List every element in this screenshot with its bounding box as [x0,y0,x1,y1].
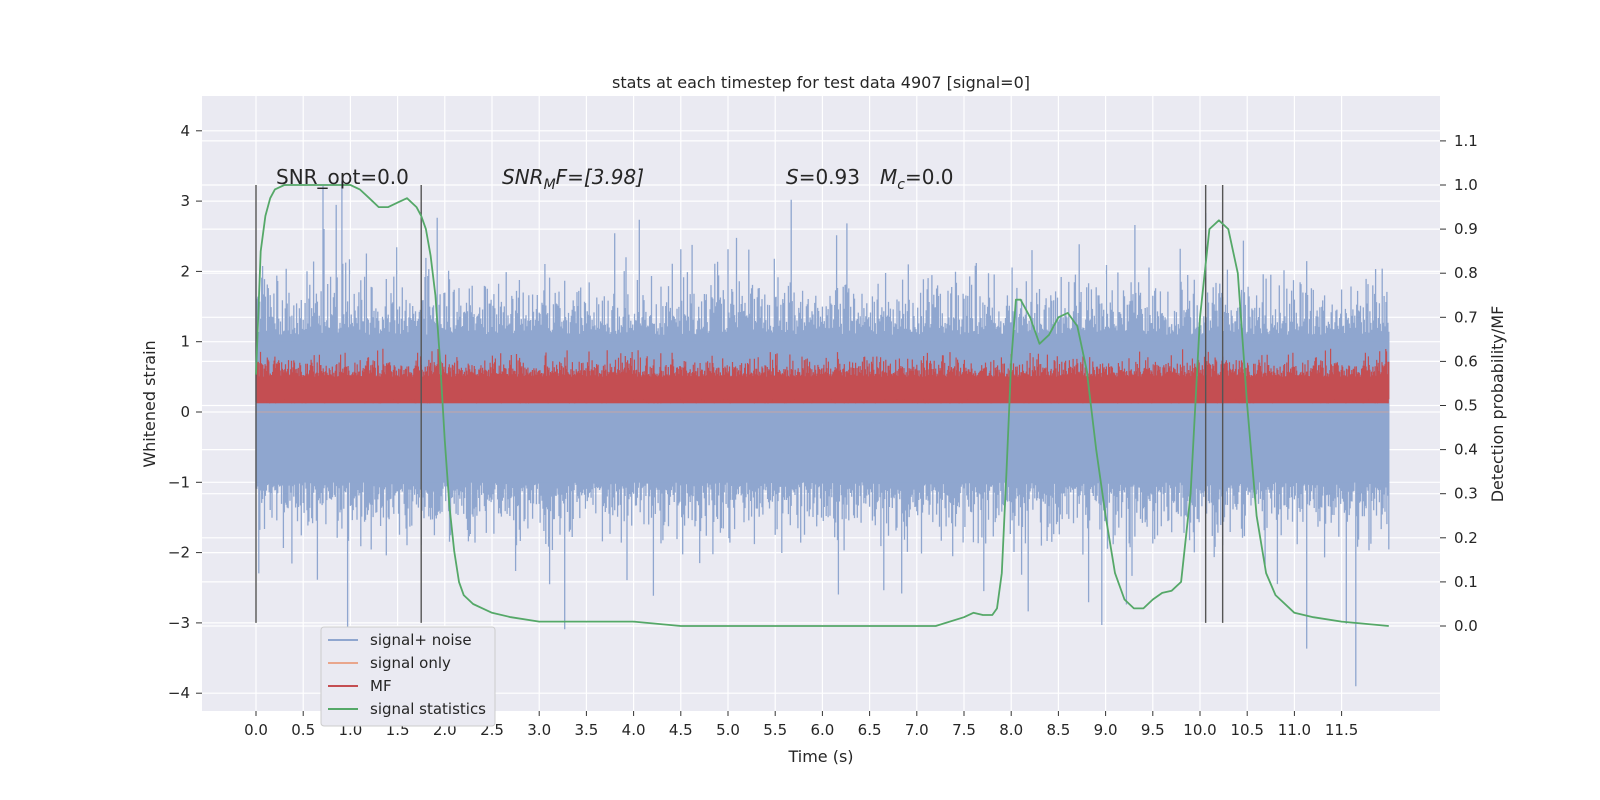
x-tick-label: 8.5 [1046,721,1070,739]
annotation-snr-mf-value: F=[3.98] [556,165,644,189]
y2-tick-label: 0.2 [1454,529,1478,547]
signal-statistics-line [255,184,1389,627]
y2-tick-label: 1.1 [1454,132,1478,150]
y-tick-label: −2 [168,544,190,562]
x-tick-label: 10.0 [1183,721,1216,739]
x-tick-label: 10.5 [1230,721,1263,739]
legend-box [320,626,496,727]
x-tick-label: 3.0 [527,721,551,739]
x-tick-label: 5.5 [763,721,787,739]
x-tick-label: 4.5 [669,721,693,739]
legend: signal+ noise signal only MF signal stat… [320,626,496,727]
x-tick-label: 6.0 [810,721,834,739]
x-tick-label: 11.0 [1278,721,1311,739]
annotation-snr-opt: SNR_opt=0.0 [276,165,409,189]
x-tick-label: 9.0 [1094,721,1118,739]
annotation-s: S=0.93 [786,165,860,189]
x-tick-label: 8.0 [999,721,1023,739]
legend-label-signal-noise: signal+ noise [370,631,472,649]
y2-tick-label: 0.9 [1454,220,1478,238]
y-tick-label: −4 [168,684,190,702]
x-tick-label: 7.0 [905,721,929,739]
x-axis-label: Time (s) [787,747,853,766]
y-tick-label: 0 [180,403,190,421]
x-tick-label: 3.5 [574,721,598,739]
x-tick-label: 5.0 [716,721,740,739]
annotation-s-value: =0.93 [799,165,860,189]
annotation-snr-mf: SNRMF=[3.98] [502,165,644,193]
y2-tick-label: 0.7 [1454,308,1478,326]
y2-tick-label: 0.3 [1454,485,1478,503]
y-tick-label: 1 [180,333,190,351]
legend-label-mf: MF [370,677,392,695]
annotation-mc-value: =0.0 [905,165,954,189]
y-axis-label: Whitened strain [140,340,159,467]
y2-tick-label: 0.8 [1454,264,1478,282]
chart-title: stats at each timestep for test data 490… [612,73,1030,92]
y2-tick-labels: 1.1 1.0 0.9 0.8 0.7 0.6 0.5 0.4 0.3 0.2 0.1 0.0 [1440,132,1478,635]
y2-tick-label: 0.0 [1454,617,1478,635]
legend-label-signal-only: signal only [370,654,451,672]
signal-noise-series [255,181,1390,687]
x-tick-label: 9.5 [1141,721,1165,739]
x-tick-label: 11.5 [1325,721,1358,739]
y-tick-labels: 4 3 2 1 0 −1 −2 −3 −4 [168,122,202,702]
x-tick-label: 7.5 [952,721,976,739]
y2-tick-label: 0.4 [1454,441,1478,459]
x-tick-label: 6.5 [858,721,882,739]
y2-tick-label: 1.0 [1454,176,1478,194]
annotation-s-symbol: S [786,165,799,189]
y2-tick-label: 0.5 [1454,397,1478,415]
y-tick-label: −3 [168,614,190,632]
y-tick-label: 3 [180,192,190,210]
annotation-mc: Mc=0.0 [880,165,954,193]
x-tick-labels: 0.0 0.5 1.0 1.5 2.0 2.5 3.0 3.5 4.0 4.5 5.0 5.5 6.0 6… [244,711,1358,739]
signal-statistics-series [255,184,1389,627]
annotation-snr-mf-symbol: SNR [502,165,544,189]
annotation-mc-subscript: c [897,177,905,193]
y-tick-label: −1 [168,473,190,491]
annotation-mc-symbol: M [880,165,897,189]
y-tick-label: 4 [180,122,190,140]
x-tick-label: 0.0 [244,721,268,739]
y2-axis-label: Detection probability/MF [1488,306,1507,503]
y2-tick-label: 0.6 [1454,352,1478,370]
legend-label-signal-statistics: signal statistics [370,700,486,718]
y-tick-label: 2 [180,262,190,280]
y2-tick-label: 0.1 [1454,573,1478,591]
x-tick-label: 4.0 [622,721,646,739]
x-tick-label: 0.5 [291,721,315,739]
annotation-snr-mf-subscript: M [544,177,556,193]
